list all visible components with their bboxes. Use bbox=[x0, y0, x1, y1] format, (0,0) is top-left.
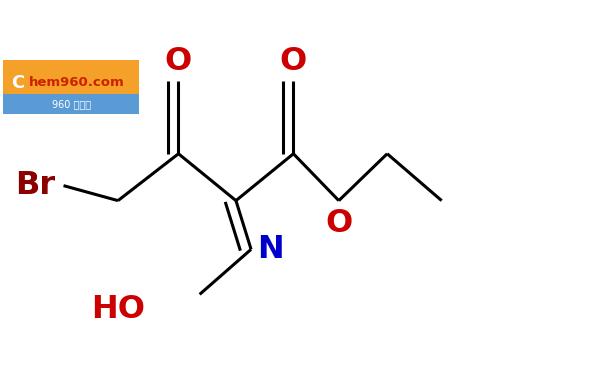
Text: C: C bbox=[11, 74, 24, 92]
Text: N: N bbox=[257, 234, 284, 265]
Text: HO: HO bbox=[91, 294, 145, 325]
Text: hem960.com: hem960.com bbox=[28, 76, 124, 89]
Text: O: O bbox=[325, 208, 353, 239]
Text: O: O bbox=[165, 46, 192, 77]
Text: O: O bbox=[280, 46, 307, 77]
Text: 960 化工网: 960 化工网 bbox=[51, 99, 91, 109]
Text: Br: Br bbox=[16, 170, 56, 201]
Bar bbox=[3, 94, 139, 114]
FancyBboxPatch shape bbox=[3, 60, 139, 114]
